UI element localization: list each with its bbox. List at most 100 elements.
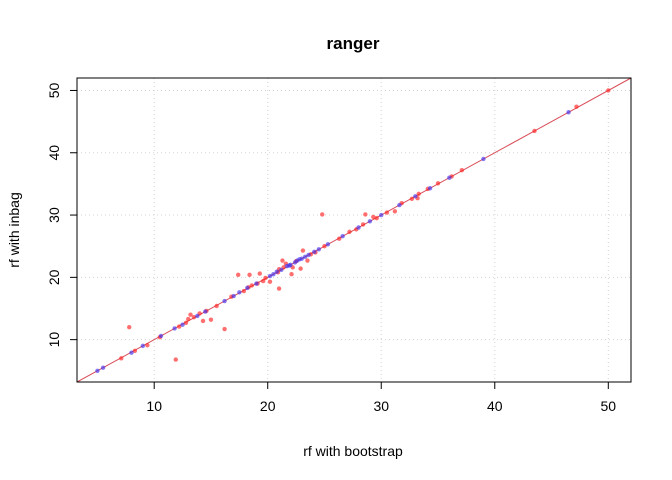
- data-point: [180, 322, 185, 327]
- data-point: [231, 293, 236, 299]
- data-point: [287, 263, 292, 268]
- data-point: [260, 278, 266, 284]
- data-point: [298, 266, 303, 271]
- data-point: [435, 181, 441, 186]
- data-point: [203, 309, 208, 314]
- data-point: [363, 212, 368, 217]
- data-point: [392, 209, 398, 214]
- data-point: [459, 167, 465, 173]
- y-tick-label: 20: [46, 269, 62, 285]
- data-point: [245, 285, 250, 291]
- data-point: [305, 258, 310, 263]
- data-point: [299, 256, 304, 261]
- data-point: [340, 234, 345, 239]
- data-point: [249, 283, 255, 288]
- data-point: [416, 191, 421, 197]
- data-point: [289, 272, 294, 277]
- data-point: [302, 254, 308, 259]
- data-point: [176, 324, 182, 329]
- data-point: [347, 229, 352, 235]
- data-point: [267, 279, 273, 284]
- data-point: [247, 272, 252, 278]
- data-point: [374, 215, 379, 221]
- data-point: [267, 273, 273, 279]
- plot-area-border: [76, 77, 632, 383]
- data-point: [100, 365, 106, 370]
- data-point: [337, 236, 342, 241]
- x-tick-label: 50: [601, 398, 617, 414]
- data-point: [325, 242, 331, 247]
- data-point: [173, 357, 178, 362]
- data-point: [316, 247, 322, 252]
- data-point: [371, 214, 376, 220]
- data-point: [413, 194, 418, 199]
- data-point: [222, 298, 227, 304]
- data-point: [237, 290, 242, 295]
- data-point: [95, 368, 100, 373]
- data-point: [119, 356, 124, 361]
- data-point: [276, 286, 282, 291]
- data-point: [427, 186, 433, 191]
- y-tick-label: 50: [46, 82, 62, 98]
- data-point: [183, 320, 189, 326]
- data-point: [532, 128, 537, 134]
- data-point: [186, 316, 191, 322]
- data-point: [360, 222, 366, 227]
- data-point: [574, 104, 579, 109]
- data-points: [95, 88, 611, 373]
- data-point: [191, 315, 197, 320]
- grid: [77, 78, 631, 382]
- data-point: [566, 110, 571, 115]
- data-point: [306, 252, 311, 258]
- data-point: [222, 326, 227, 332]
- data-point: [379, 212, 384, 218]
- y-tick-label: 10: [46, 332, 62, 348]
- data-point: [447, 175, 452, 180]
- data-point: [241, 288, 247, 294]
- data-point: [214, 303, 219, 309]
- data-point: [200, 318, 206, 324]
- data-point: [279, 267, 284, 273]
- y-axis: 10 20 30 40 50: [46, 82, 77, 347]
- data-point: [145, 343, 150, 348]
- data-point: [208, 317, 214, 322]
- x-tick-label: 40: [487, 398, 503, 414]
- x-tick-label: 10: [146, 398, 162, 414]
- y-tick-label: 30: [46, 207, 62, 223]
- x-tick-label: 20: [260, 398, 276, 414]
- data-point: [384, 210, 390, 215]
- data-point: [140, 343, 146, 349]
- data-point: [295, 258, 300, 263]
- x-axis: 10 20 30 40 50: [146, 382, 616, 414]
- x-tick-label: 30: [373, 398, 389, 414]
- data-point: [132, 348, 138, 354]
- data-point: [127, 324, 132, 330]
- data-point: [481, 156, 486, 162]
- identity-reference-line: [76, 77, 632, 383]
- data-point: [188, 312, 193, 317]
- data-point: [129, 350, 134, 355]
- data-point: [263, 275, 268, 281]
- data-point: [236, 272, 241, 278]
- y-axis-label: rf with inbag: [6, 192, 22, 267]
- data-point: [158, 333, 164, 339]
- data-point: [356, 225, 361, 230]
- data-point: [322, 243, 327, 249]
- x-axis-label: rf with bootstrap: [303, 443, 403, 459]
- data-point: [300, 248, 306, 253]
- data-point: [367, 219, 373, 224]
- data-point: [320, 212, 325, 217]
- data-point: [195, 313, 200, 319]
- data-point: [271, 272, 276, 277]
- data-point: [172, 326, 177, 331]
- data-point: [257, 271, 262, 276]
- y-tick-label: 40: [46, 145, 62, 161]
- data-point: [274, 269, 280, 274]
- data-point: [280, 258, 285, 263]
- data-point: [409, 196, 415, 202]
- chart-title: ranger: [327, 34, 380, 53]
- data-point: [312, 249, 317, 255]
- data-point: [606, 88, 611, 93]
- data-point: [254, 281, 259, 286]
